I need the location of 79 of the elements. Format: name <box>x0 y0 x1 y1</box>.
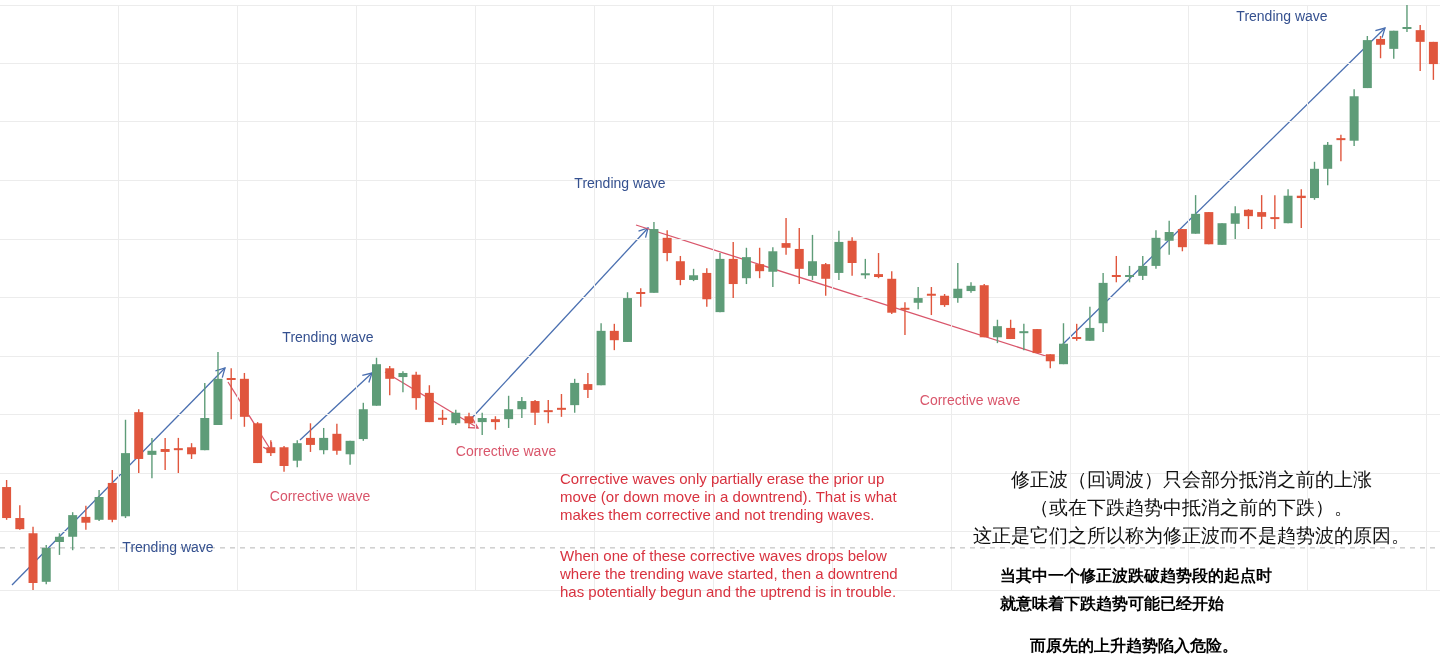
candlestick <box>1389 30 1399 60</box>
candlestick <box>1323 141 1333 186</box>
candlestick <box>15 504 25 531</box>
candlestick <box>900 301 910 336</box>
candlestick <box>81 505 91 531</box>
candlestick <box>953 262 963 304</box>
annotation: Corrective wave <box>455 443 557 460</box>
candlestick <box>913 286 923 310</box>
candlestick <box>662 229 672 262</box>
candlestick <box>1217 222 1227 246</box>
candlestick <box>1428 41 1438 81</box>
candlestick <box>1402 4 1412 33</box>
candlestick <box>807 234 817 281</box>
candlestick <box>583 372 593 399</box>
candlestick <box>860 258 870 280</box>
candlestick <box>794 227 804 285</box>
candlestick <box>160 437 170 471</box>
candlestick <box>147 437 157 479</box>
candlestick <box>609 323 619 351</box>
annotation: Corrective wave <box>269 488 371 505</box>
annotation: 这正是它们之所以称为修正波而不是趋势波的原因。 <box>971 524 1411 547</box>
text: 而原先的上升趋势陷入危险。 <box>1030 636 1239 656</box>
candlestick <box>992 319 1002 344</box>
candlestick <box>54 532 64 556</box>
candlestick <box>68 511 78 551</box>
candlestick <box>636 287 646 308</box>
candlestick <box>1243 208 1253 230</box>
annotation: Trending wave <box>574 175 666 192</box>
candlestick <box>874 252 884 279</box>
candlestick <box>266 439 276 457</box>
candlestick <box>411 371 421 411</box>
candlestick <box>1270 194 1280 230</box>
candlestick <box>821 262 831 297</box>
candlestick <box>1164 220 1174 256</box>
annotation: Trending wave <box>1236 8 1328 25</box>
annotation: When one of these corrective waves drops below where the trending wave started, then a downtrend has potentially begun and the uptrend is in trouble. <box>560 547 899 601</box>
candlestick <box>570 378 580 414</box>
annotation: Corrective waves only partially erase the prior up move (or down move in a downtrend). That is what makes them corrective and not trending waves. <box>560 470 898 524</box>
candlestick <box>1230 205 1240 240</box>
candlestick <box>1415 24 1425 72</box>
candlestick <box>1177 228 1187 252</box>
annotation: Trending wave <box>122 539 214 556</box>
candlestick <box>332 423 342 456</box>
candlestick <box>1257 194 1267 230</box>
candlestick <box>279 445 289 473</box>
candlestick <box>477 412 487 436</box>
candlestick <box>530 399 540 426</box>
candlestick <box>755 247 765 279</box>
candlestick <box>847 236 857 277</box>
annotation: Corrective wave <box>919 392 1021 409</box>
candlestick <box>94 489 104 522</box>
candlestick <box>741 247 751 285</box>
candlestick <box>319 427 329 455</box>
candlestick <box>517 396 527 419</box>
annotation: 修正波（回调波）只会部分抵消之前的上涨 <box>1009 468 1373 491</box>
candlestick <box>675 255 685 286</box>
candlestick <box>768 246 778 288</box>
candlestick <box>385 365 395 396</box>
candlestick <box>1336 134 1346 162</box>
annotation: Trending wave <box>282 329 374 346</box>
candlestick <box>1019 323 1029 351</box>
candlestick <box>1191 194 1201 235</box>
candlestick <box>292 439 302 468</box>
candlestick <box>926 286 936 316</box>
candlestick <box>1058 322 1068 365</box>
candlestick <box>781 217 791 256</box>
annotation: （或在下跌趋势中抵消之前的下跌）。 <box>1028 496 1354 519</box>
annotation: 当其中一个修正波跌破趋势段的起点时 <box>1000 566 1273 586</box>
candlestick <box>543 399 553 424</box>
candlestick <box>173 437 183 474</box>
candlestick <box>1111 255 1121 283</box>
candlestick <box>305 422 315 453</box>
text: 就意味着下跌趋势可能已经开始 <box>1000 594 1225 614</box>
candlestick <box>504 395 514 429</box>
candlestick <box>398 370 408 393</box>
candlestick <box>556 393 566 418</box>
candlestick <box>1085 306 1095 342</box>
candlestick <box>1138 255 1148 281</box>
candlestick <box>226 367 236 420</box>
